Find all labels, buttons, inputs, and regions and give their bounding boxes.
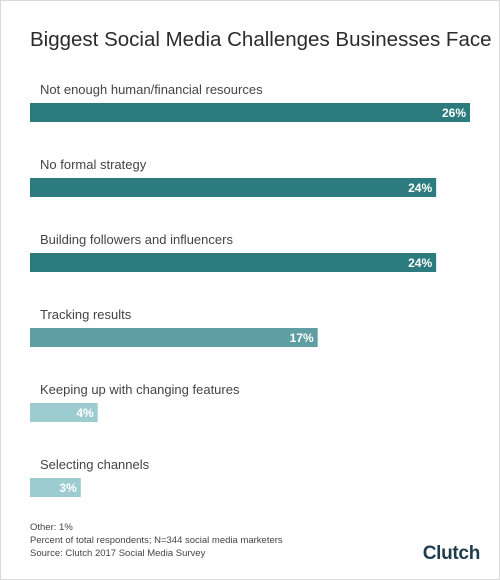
- bar-value-label: 4%: [76, 406, 94, 420]
- note-respondents: Percent of total respondents; N=344 soci…: [30, 535, 283, 546]
- note-other: Other: 1%: [30, 522, 73, 533]
- bar: [30, 178, 437, 197]
- category-label: No formal strategy: [40, 157, 147, 172]
- category-label: Not enough human/financial resources: [40, 82, 263, 97]
- category-label: Tracking results: [40, 307, 132, 322]
- bar: [30, 103, 470, 122]
- bar: [30, 403, 98, 422]
- chart-title: Biggest Social Media Challenges Business…: [30, 28, 492, 51]
- bar-value-label: 24%: [408, 181, 432, 195]
- category-label: Building followers and influencers: [40, 232, 233, 247]
- bar-value-label: 26%: [442, 106, 466, 120]
- bar: [30, 328, 318, 347]
- category-label: Selecting channels: [40, 457, 150, 472]
- bar-value-label: 3%: [59, 481, 77, 495]
- chart-notes: Other: 1% Percent of total respondents; …: [30, 521, 283, 560]
- category-label: Keeping up with changing features: [40, 382, 240, 397]
- bar-value-label: 24%: [408, 256, 432, 270]
- bar: [30, 253, 437, 272]
- clutch-logo: Clutch: [422, 543, 481, 564]
- bar: [30, 478, 81, 497]
- bar-value-label: 17%: [290, 331, 314, 345]
- note-source: Source: Clutch 2017 Social Media Survey: [30, 548, 206, 559]
